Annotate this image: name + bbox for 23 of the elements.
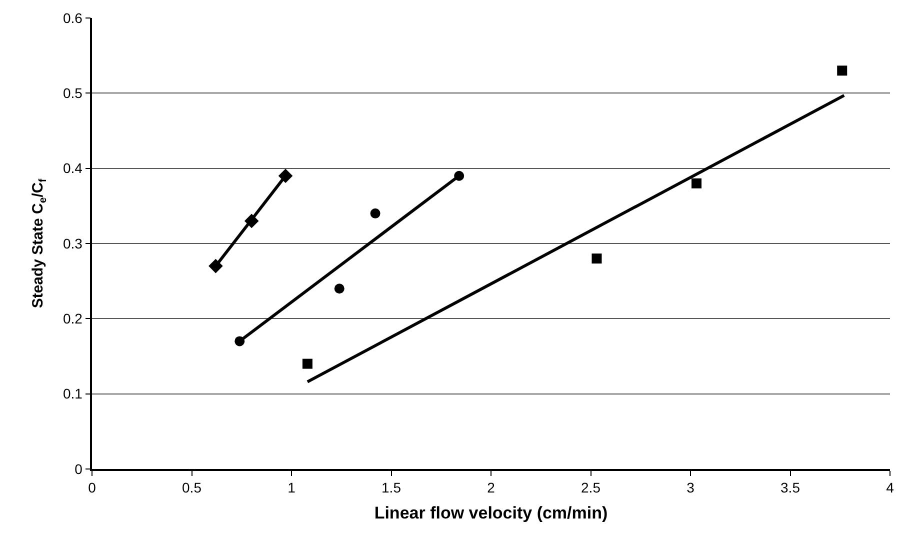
x-tick-label: 3 [686,480,695,496]
x-axis-title: Linear flow velocity (cm/min) [374,503,608,522]
y-tick-label: 0.6 [62,10,83,26]
point [691,178,702,188]
y-tick-label: 0.2 [62,310,83,327]
x-tick-label: 0.5 [182,480,202,496]
y-tick-label: 0.1 [62,386,83,402]
point [837,66,848,76]
point [302,358,312,369]
x-tick-label: 2 [487,480,496,496]
x-tick-label: 3.5 [780,480,800,496]
y-tick-label: 0.5 [62,85,83,102]
x-tick-label: 0 [88,480,96,496]
y-tick-label: 0.4 [62,160,83,176]
point [370,208,380,218]
point [592,254,602,264]
x-tick-label: 2.5 [581,480,601,496]
x-tick-label: 1 [288,480,296,496]
x-tick-label: 1.5 [382,480,402,496]
y-tick-label: 0 [74,460,83,477]
point [334,284,344,294]
x-tick-label: 4 [886,480,894,496]
y-tick-label: 0.3 [62,235,83,252]
